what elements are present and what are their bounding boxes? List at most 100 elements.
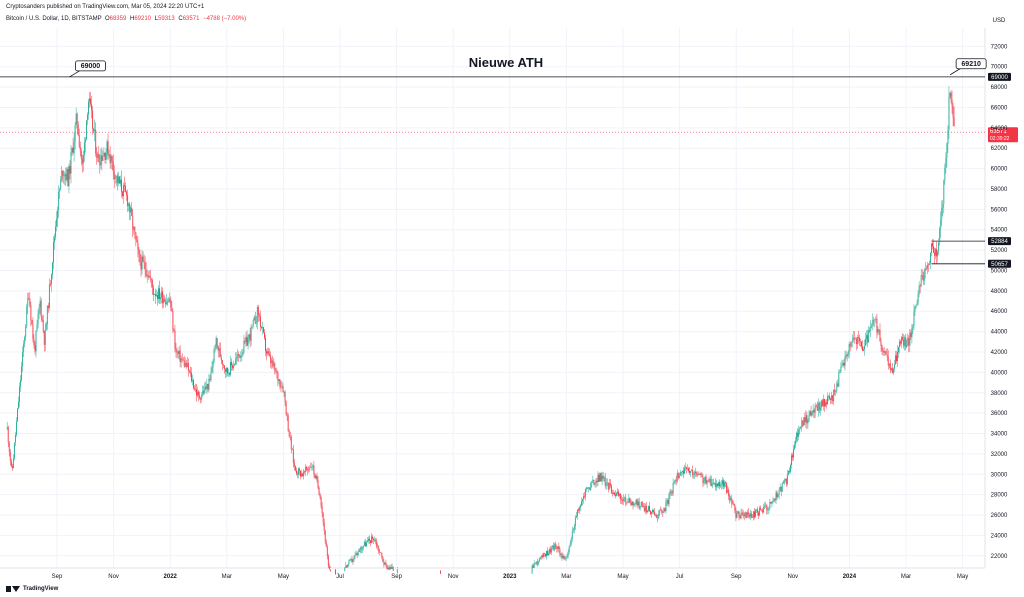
candle-body xyxy=(729,496,731,501)
candle-body xyxy=(844,356,846,366)
price-tick-label: 30000 xyxy=(991,472,1008,478)
time-tick-label: Sep xyxy=(391,574,402,580)
candle-body xyxy=(885,351,887,355)
candle-body xyxy=(239,355,241,358)
candle-body xyxy=(710,478,712,487)
candle-body xyxy=(315,475,317,479)
candle-body xyxy=(846,354,848,356)
candle-body xyxy=(132,215,134,230)
change-value: −4788 (−7.00%) xyxy=(203,16,247,22)
candle-body xyxy=(835,391,837,392)
candle-body xyxy=(938,242,940,252)
candle-body xyxy=(59,189,61,192)
candle-body xyxy=(585,489,587,497)
candle-body xyxy=(640,501,642,507)
candle-body xyxy=(831,395,833,401)
candle-body xyxy=(52,262,53,275)
candle-body xyxy=(108,154,110,156)
candle-body xyxy=(33,338,35,346)
candle-body xyxy=(281,386,283,388)
candle-body xyxy=(78,135,80,147)
currency-label: USD xyxy=(993,18,1006,24)
candle-body xyxy=(829,395,831,399)
candle-body xyxy=(876,318,878,333)
candle-body xyxy=(209,378,211,380)
candle-body xyxy=(379,551,381,553)
candle-body xyxy=(134,226,136,233)
candle-body xyxy=(758,512,760,516)
candle-body xyxy=(106,141,108,153)
candle-body xyxy=(205,386,207,389)
candle-body xyxy=(892,368,894,374)
candle-body xyxy=(658,513,660,519)
candle-body xyxy=(23,343,25,352)
candle-body xyxy=(665,501,667,512)
candle-body xyxy=(197,391,199,396)
candle-body xyxy=(324,530,326,543)
candle-body xyxy=(594,483,596,485)
candle-body xyxy=(643,507,645,512)
candle-body xyxy=(726,483,728,493)
candle-body xyxy=(213,348,215,362)
candle-body xyxy=(597,474,599,482)
candle-body xyxy=(755,510,756,518)
time-tick-label: Mar xyxy=(222,574,232,580)
candle-body xyxy=(777,494,779,498)
candle-body xyxy=(926,264,928,269)
candle-body xyxy=(244,340,246,342)
candle-body xyxy=(551,547,553,553)
candle-body xyxy=(85,120,87,140)
candle-body xyxy=(12,458,14,469)
candle-body xyxy=(801,420,803,427)
candle-body xyxy=(569,543,571,547)
time-tick-label: Mar xyxy=(561,574,571,580)
candle-body xyxy=(704,476,706,482)
candle-body xyxy=(799,428,801,430)
candle-body xyxy=(14,434,16,443)
candle-body xyxy=(660,509,662,511)
candle-body xyxy=(685,467,686,469)
candle-body xyxy=(888,363,890,366)
candle-body xyxy=(542,553,544,558)
candle-body xyxy=(188,370,190,372)
candle-body xyxy=(627,502,629,503)
candle-body xyxy=(716,483,718,487)
candle-body xyxy=(96,153,98,158)
candle-body xyxy=(36,324,38,331)
candle-body xyxy=(632,501,634,506)
candle-body xyxy=(819,407,821,411)
candle-body xyxy=(634,503,636,505)
candle-body xyxy=(252,320,254,326)
candle-body xyxy=(877,329,879,333)
candle-body xyxy=(724,482,726,487)
candle-body xyxy=(606,482,608,484)
candle-body xyxy=(935,248,937,256)
candle-body xyxy=(721,484,722,486)
candle-body xyxy=(953,117,955,127)
candle-body xyxy=(909,332,911,346)
candle-body xyxy=(356,553,358,556)
candle-body xyxy=(725,482,727,484)
candle-body xyxy=(245,336,247,342)
price-tick-label: 60000 xyxy=(991,167,1008,173)
candle-body xyxy=(229,372,230,375)
candle-body xyxy=(184,362,186,367)
candle-body xyxy=(224,369,226,372)
high-label: H xyxy=(129,16,135,22)
candle-body xyxy=(767,509,769,511)
candle-body xyxy=(138,249,140,255)
candle-body xyxy=(901,337,903,344)
candle-body xyxy=(596,480,598,482)
candle-body xyxy=(832,395,834,402)
candle-body xyxy=(680,472,682,473)
candle-body xyxy=(54,237,55,242)
candle-body xyxy=(898,347,899,352)
candle-body xyxy=(738,511,740,517)
candle-body xyxy=(370,540,371,544)
candle-body xyxy=(372,536,374,539)
candle-body xyxy=(679,472,681,476)
candle-body xyxy=(739,516,741,519)
candle-body xyxy=(150,279,152,281)
